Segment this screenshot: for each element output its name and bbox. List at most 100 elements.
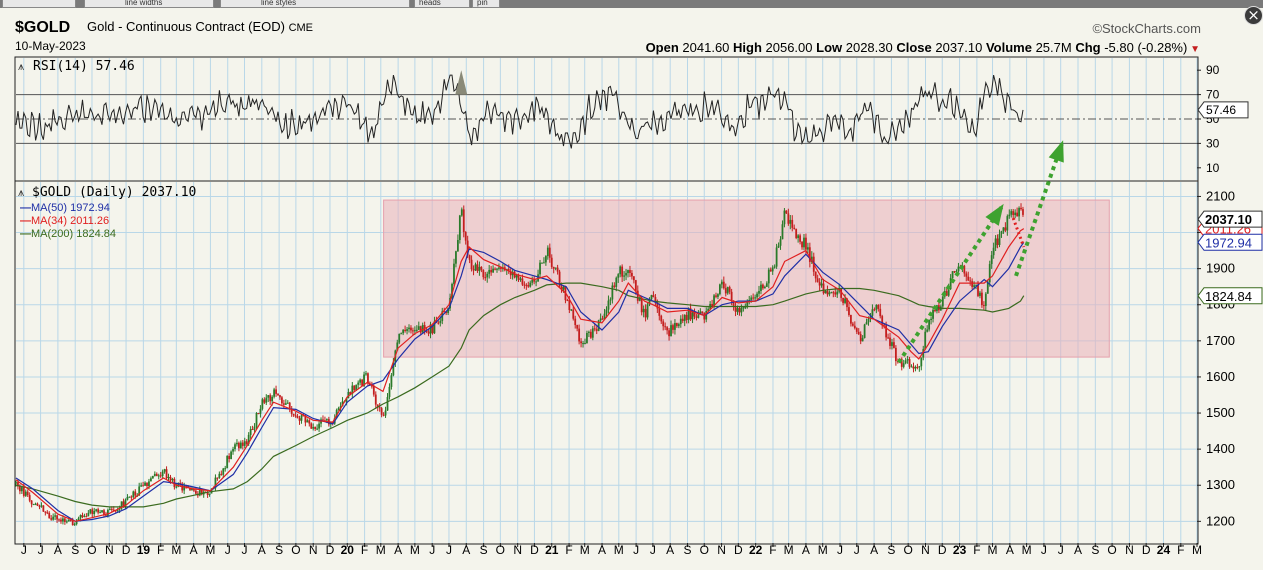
price-bar-body [480,266,483,270]
x-tick-label: M [410,543,420,557]
chart-date: 10-May-2023 [15,39,86,53]
price-bar-body [687,308,690,320]
price-bar-body [462,209,465,233]
x-tick-label: D [326,543,335,557]
price-bar-body [476,264,479,271]
price-bar-body [728,287,731,292]
price-bar-body [705,311,708,320]
line-styles-button[interactable]: line styles [220,0,410,8]
price-bar-body [783,210,786,225]
price-bar-body [1004,227,1007,231]
price-panel: 1200130014001500160017001800190020002100… [14,140,1263,545]
price-bar-body [353,385,356,390]
price-bar-body [979,292,981,296]
x-tick-label: S [683,543,691,557]
price-bar-body [234,444,236,450]
price-bar-body [758,290,760,294]
price-bar-body [189,488,191,491]
price-bar-body [617,274,620,278]
x-tick-label: 20 [341,543,355,557]
price-bar-body [48,512,51,519]
price-bar-body [425,330,428,332]
price-bar-body [693,312,696,317]
price-tick-label: 1700 [1206,333,1235,348]
price-bar-body [419,326,422,333]
x-tick-label: J [633,543,639,557]
price-bar-body [844,298,846,303]
price-bar-body [193,488,195,491]
pin-button[interactable]: pin [472,0,500,8]
price-bar-body [576,325,579,329]
x-tick-label: M [1022,543,1032,557]
x-tick-label: 22 [749,543,763,557]
x-tick-label: M [376,543,386,557]
price-bar-body [486,273,489,278]
price-bar-body [474,264,477,271]
price-bar-body [699,311,702,315]
price-bar-body [282,403,285,405]
price-bar-body [458,215,461,241]
price-bar-body [861,337,864,342]
legend-swatch: — [20,215,31,227]
price-bar-body [404,329,407,331]
price-bar-body [971,281,974,287]
price-bar-body [773,266,776,268]
price-bar-body [218,473,221,478]
price-bar-body [593,328,596,330]
price-bar-body [625,273,627,276]
price-bar-body [509,271,512,276]
legend-text: MA(50) 1972.94 [31,202,110,214]
stat-value: 2056.00 [766,40,817,55]
price-bar-body [261,399,264,409]
price-bar-body [627,270,629,274]
price-bar-body [470,259,473,270]
price-bar-body [171,478,174,481]
chg-down-arrow: ▼ [1187,44,1200,55]
toolbar-button[interactable] [2,0,76,8]
price-bar-body [681,318,684,322]
price-bar-body [912,366,915,369]
price-bar-body [62,518,64,522]
price-bar-body [157,475,160,477]
price-bar-body [130,496,133,498]
price-bar-body [916,366,919,368]
price-bar-body [683,314,686,322]
price-bar-body [112,509,115,511]
price-bar-body [175,486,178,488]
price-bar-body [990,255,993,265]
price-bar-body [492,268,494,273]
price-bar-body [1002,227,1005,232]
price-bar-body [689,308,692,320]
close-button[interactable]: × [1244,6,1263,25]
price-bar-body [584,343,586,345]
x-tick-label: O [291,543,300,557]
price-bar-body [799,235,801,242]
price-bar-body [636,290,639,301]
price-bar-body [795,228,798,238]
price-bar-body [996,238,999,245]
price-bar-body [877,305,880,309]
x-tick-label: A [1006,543,1014,557]
price-bar-body [271,396,274,402]
price-bar-body [908,359,911,367]
line-widths-button[interactable]: line widths [84,0,214,8]
price-bar-body [816,278,819,282]
price-bar-body [187,486,189,489]
price-bar-body [928,319,931,330]
toolbar-strip: line widths line styles heads pin [0,0,1263,8]
price-bar-body [1000,231,1003,234]
price-bar-body [302,415,305,417]
price-bar-body [292,413,295,416]
price-bar-body [677,324,680,327]
x-tick-label: F [1177,543,1184,557]
x-tick-label: J [1041,543,1047,557]
price-bar-body [200,489,203,495]
heads-button[interactable]: heads [414,0,470,8]
ohlc-stats: Open 2041.60 High 2056.00 Low 2028.30 Cl… [646,40,1200,55]
price-bar-body [717,294,719,297]
price-bar-body [128,496,131,498]
price-bar-body [533,279,536,282]
x-tick-label: S [480,543,488,557]
price-bar-body [19,486,21,492]
x-tick-label: 24 [1157,543,1171,557]
